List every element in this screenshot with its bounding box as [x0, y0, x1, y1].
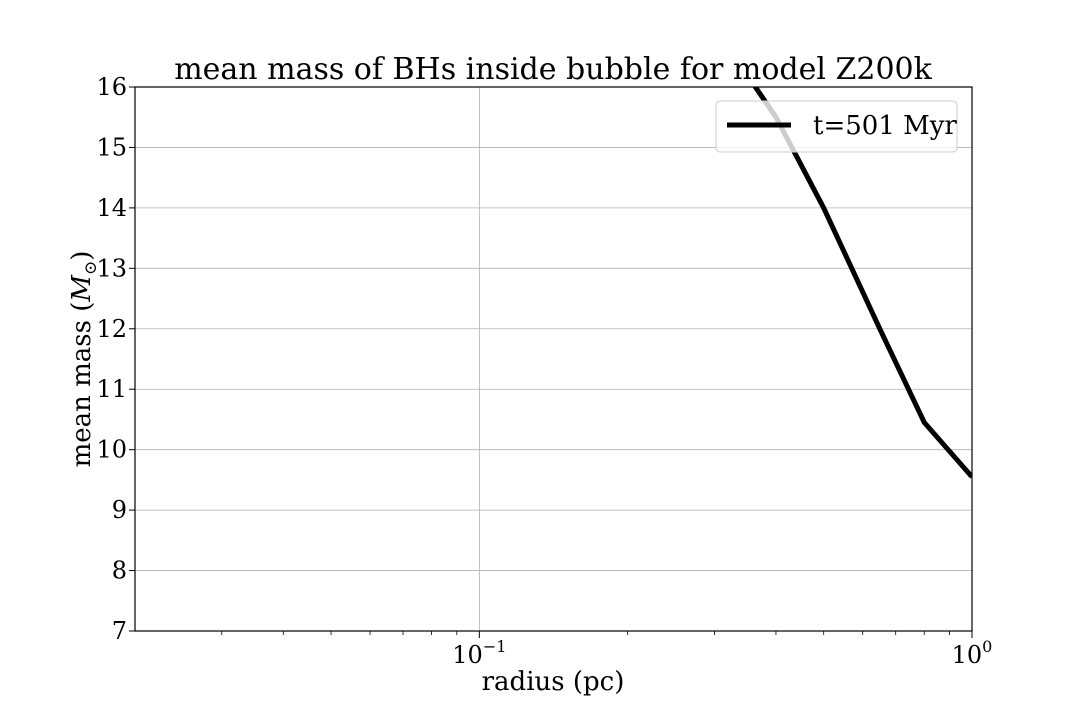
y-tick-label: 15	[96, 133, 127, 161]
chart-title: mean mass of BHs inside bubble for model…	[174, 52, 932, 87]
plot-frame	[134, 86, 973, 632]
legend-box	[715, 100, 958, 153]
y-axis-label: mean mass (M⊙)	[67, 251, 101, 468]
x-axis-label: radius (pc)	[482, 667, 625, 697]
x-tick-label: 100	[952, 637, 993, 669]
y-tick-label: 11	[96, 375, 127, 403]
legend: t=501 Myr	[715, 100, 958, 153]
y-axis-label-text: mean mass	[67, 320, 97, 467]
y-tick-label: 12	[96, 315, 127, 343]
y-tick-label: 7	[112, 617, 127, 645]
x-tick-label-exponent: −1	[483, 637, 507, 656]
y-axis-unit-sub: ⊙	[81, 261, 101, 275]
y-tick-label: 13	[96, 254, 127, 282]
plot-background	[135, 87, 972, 631]
x-tick-label-base: 10	[952, 641, 983, 669]
x-tick-label-exponent: 0	[982, 637, 992, 656]
y-tick-label: 10	[96, 436, 127, 464]
legend-label: t=501 Myr	[813, 111, 957, 141]
x-tick-label-base: 10	[452, 641, 483, 669]
y-tick-label: 16	[96, 73, 127, 101]
x-tick-label: 10−1	[452, 637, 506, 669]
y-axis-unit: M	[67, 274, 97, 303]
y-tick-label: 14	[96, 194, 127, 222]
y-tick-label: 8	[112, 557, 127, 585]
y-tick-label: 9	[112, 496, 127, 524]
